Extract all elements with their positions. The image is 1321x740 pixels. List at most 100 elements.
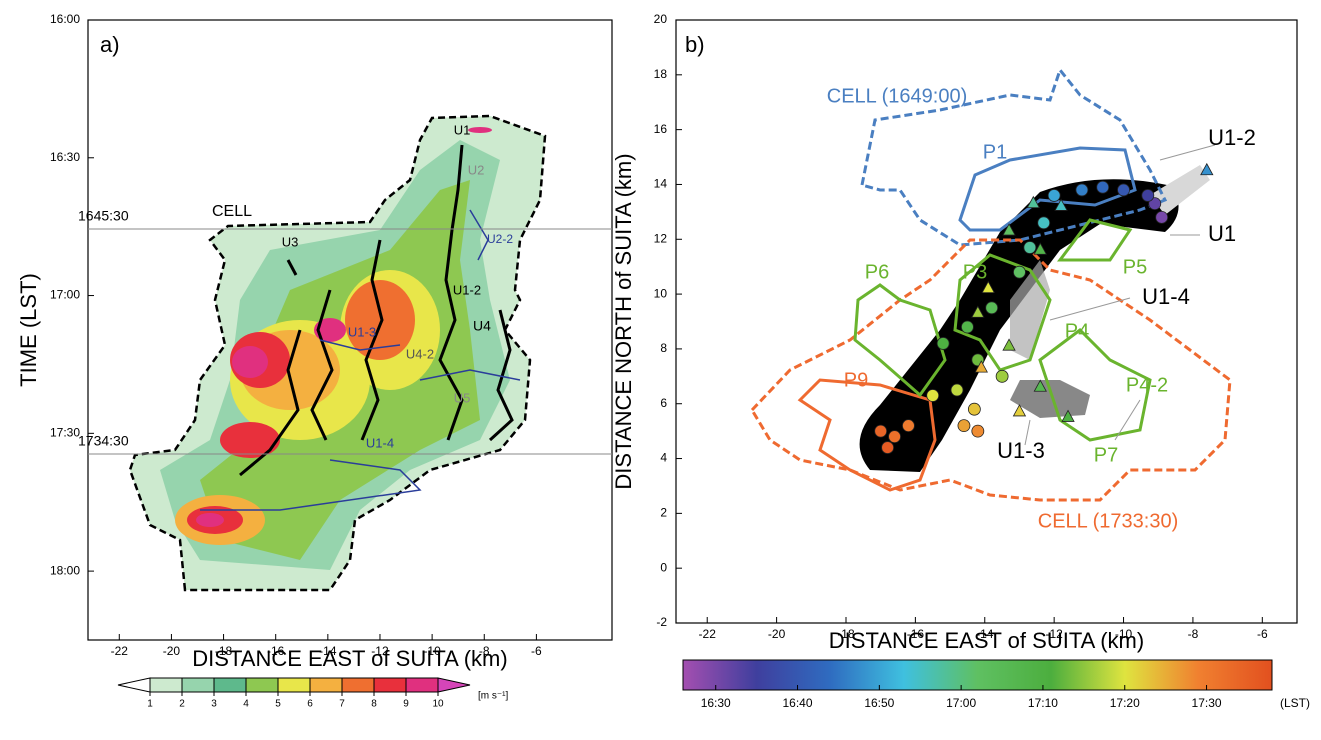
circle-point: [961, 320, 974, 334]
colorbar: [682, 659, 1273, 691]
colorbar-cell: [181, 677, 215, 693]
colorbar-tick-label: 6: [307, 699, 313, 710]
circle-point: [1096, 180, 1110, 194]
plot-frame: [675, 19, 1298, 624]
circle-point: [985, 301, 999, 315]
y-tick-label: 17:00: [50, 288, 80, 302]
annotation: U2-2: [487, 232, 513, 246]
circle-point: [888, 430, 901, 444]
colorbar-cell: [341, 677, 375, 693]
circle-point: [995, 369, 1009, 383]
y-tick-label: 14: [654, 177, 668, 191]
y-tick-label: 4: [660, 451, 667, 465]
annotation: P4: [1065, 320, 1089, 342]
x-tick-label: -20: [163, 644, 181, 658]
annotation: P6: [865, 261, 889, 283]
annotation: CELL (1649:00): [827, 85, 967, 107]
colorbar-cell: [405, 677, 439, 693]
y-tick-label: 8: [660, 341, 667, 355]
annotation: P7: [1094, 444, 1118, 466]
colorbar-cell: [245, 677, 279, 693]
annotation: P1: [983, 141, 1007, 163]
colorbar-tick-label: 16:40: [783, 696, 813, 710]
panel-a-field: [128, 114, 547, 592]
x-tick-label: -12: [371, 644, 389, 658]
annotation: U1-2: [453, 282, 481, 297]
panel-label: a): [100, 32, 120, 57]
x-tick-label: -18: [837, 627, 855, 641]
x-tick-label: -10: [423, 644, 441, 658]
colorbar-tick-label: 1: [147, 699, 153, 710]
x-tick-label: -12: [1045, 627, 1063, 641]
annotation: U1-3: [997, 438, 1045, 463]
y-axis-label: TIME (LST): [16, 273, 41, 387]
colorbar-cell: [213, 677, 247, 693]
y-tick-label: 6: [660, 396, 667, 410]
y-tick-label: 18: [654, 67, 668, 81]
y-axis-label: DISTANCE NORTH of SUITA (km): [611, 153, 636, 489]
annotation: U1-3: [348, 324, 376, 339]
colorbar-cell: [309, 677, 343, 693]
circle-point: [1047, 189, 1061, 202]
circle-point: [1117, 183, 1130, 197]
triangle-point: [1002, 223, 1016, 236]
colorbar-tick-label: 4: [243, 699, 249, 710]
colorbar-tick-label: 9: [403, 699, 409, 710]
triangle-point: [1012, 404, 1027, 417]
y-tick-label: 16:30: [50, 150, 80, 164]
x-tick-label: -6: [531, 644, 542, 658]
reference-label: 1645:30: [78, 208, 129, 224]
y-tick-label: 20: [654, 12, 668, 26]
panel-b-field: [750, 66, 1232, 502]
x-tick-label: -18: [215, 644, 233, 658]
colorbar-cell: [149, 677, 183, 693]
y-tick-label: -2: [656, 615, 667, 629]
y-tick-label: 12: [654, 231, 668, 245]
triangle-point: [1061, 409, 1075, 422]
circle-point: [936, 337, 950, 350]
annotation: P5: [1123, 256, 1147, 278]
annotation: U1-2: [1208, 125, 1256, 150]
circle-point: [1155, 210, 1169, 224]
y-tick-label: 16:00: [50, 12, 80, 26]
x-tick-label: -14: [976, 627, 994, 641]
circle-point: [957, 419, 971, 433]
circle-point: [1037, 216, 1051, 230]
circle-point: [1148, 197, 1162, 211]
annotation: U2: [468, 162, 485, 177]
x-tick-label: -22: [111, 644, 129, 658]
x-axis-label: DISTANCE EAST of SUITA (km): [829, 628, 1144, 653]
circle-point: [902, 419, 915, 433]
annotation: U1: [454, 122, 471, 137]
annotation: U1-4: [1142, 284, 1190, 309]
colorbar-tick-label: 16:30: [701, 696, 731, 710]
triangle-point: [1033, 379, 1047, 392]
x-tick-label: -8: [1188, 627, 1199, 641]
colorbar-arrow: [437, 677, 471, 693]
triangle-point: [1200, 162, 1214, 176]
annotation: CELL (1733:30): [1038, 510, 1178, 532]
annotation: P9: [844, 369, 868, 391]
x-tick-label: -22: [699, 627, 717, 641]
colorbar-label: (LST): [1280, 696, 1310, 710]
y-tick-label: 0: [660, 560, 667, 574]
circle-point: [926, 389, 940, 402]
annotation: CELL: [212, 203, 252, 220]
plot-frame: [87, 19, 613, 641]
circle-point: [1075, 183, 1089, 197]
circle-point: [950, 383, 964, 397]
annotation: P3: [963, 261, 987, 283]
circle-point: [967, 402, 981, 416]
circle-point: [1023, 241, 1037, 254]
circle-point: [881, 441, 895, 454]
reference-label: 1734:30: [78, 433, 129, 449]
colorbar-tick-label: 17:00: [946, 696, 976, 710]
triangle-point: [1054, 198, 1068, 211]
x-tick-label: -14: [319, 644, 337, 658]
colorbar-tick-label: 17:10: [1028, 696, 1058, 710]
annotation: U4: [473, 318, 491, 334]
colorbar-label: [m s⁻¹]: [478, 691, 508, 702]
colorbar-tick-label: 7: [339, 699, 345, 710]
circle-point: [1141, 189, 1155, 202]
